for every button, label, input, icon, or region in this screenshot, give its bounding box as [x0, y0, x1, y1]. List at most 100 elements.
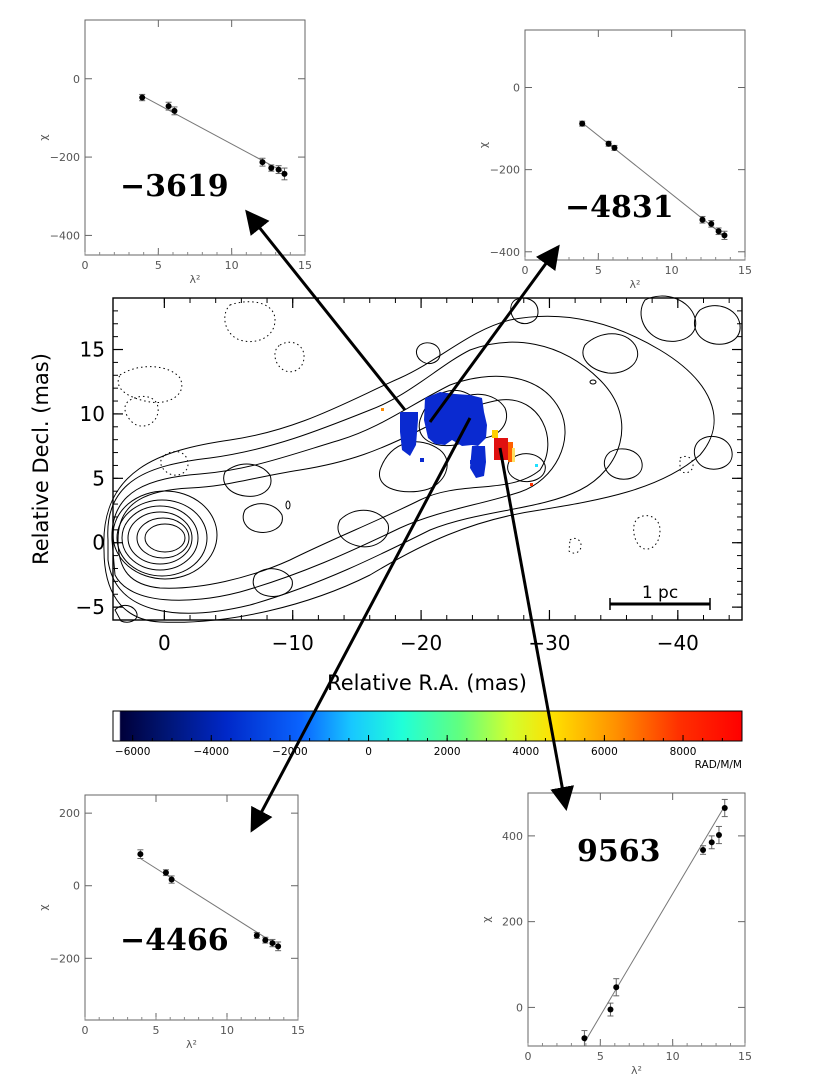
x-tick-label: 5 — [153, 1024, 160, 1037]
colorbar-ticks: −6000 −4000 −2000 0 2000 4000 6000 8000 — [115, 735, 723, 758]
x-tick-label: 10 — [225, 259, 239, 272]
data-point — [699, 216, 706, 223]
data-point — [700, 847, 707, 854]
panel-ylabel: χ — [477, 141, 490, 148]
y-tick-label: −200 — [50, 952, 80, 965]
colorbar-tick-label: −2000 — [272, 746, 308, 758]
data-point — [721, 232, 728, 239]
main-y-tick-label: 15 — [80, 338, 105, 362]
y-tick-label: −200 — [490, 164, 520, 177]
panel-xlabel: λ² — [190, 273, 201, 286]
x-tick-label: 0 — [82, 259, 89, 272]
colorbar-tick-label: 2000 — [434, 746, 461, 758]
x-tick-label: 5 — [595, 264, 602, 277]
main-map-xlabel: Relative R.A. (mas) — [327, 671, 527, 695]
colorbar-gradient — [112, 710, 743, 742]
arrow-to-top-left — [245, 209, 407, 411]
x-tick-label: 0 — [522, 264, 529, 277]
y-tick-label: 0 — [513, 82, 520, 95]
y-tick-label: −400 — [490, 246, 520, 259]
x-tick-label: 0 — [525, 1050, 532, 1063]
panel-frame — [84, 19, 306, 256]
panel-xlabel: λ² — [631, 1064, 642, 1075]
main-x-tick-label: −10 — [272, 631, 314, 655]
colorbar-tick-label: 8000 — [670, 746, 697, 758]
panel-frame — [527, 792, 746, 1047]
x-tick-label: 15 — [298, 259, 312, 272]
panel-xlabel: λ² — [630, 278, 641, 291]
x-tick-label: 10 — [666, 1050, 680, 1063]
y-tick-label: 0 — [73, 73, 80, 86]
data-point — [708, 839, 715, 846]
panel-rm-top-right: 0 5 10 15 0 −200 −400 λ² χ — [477, 29, 752, 291]
contour-negative — [117, 301, 694, 554]
panel-frame — [84, 794, 299, 1021]
main-y-tick-label: 5 — [92, 466, 105, 490]
data-point — [165, 103, 172, 110]
x-tick-label: 15 — [738, 264, 752, 277]
data-point — [607, 1006, 614, 1013]
y-tick-label: −400 — [50, 229, 80, 242]
panel-rm-bottom-left: 0 5 10 15 200 0 −200 λ² χ — [37, 794, 305, 1051]
main-x-tick-label: −40 — [657, 631, 699, 655]
rm-label-top-left: −3619 — [120, 169, 229, 204]
main-x-tick-label: 0 — [158, 631, 171, 655]
data-point — [137, 851, 144, 858]
scale-bar-label: 1 pc — [642, 583, 678, 603]
panel-xlabel: λ² — [186, 1038, 197, 1051]
colorbar-tick-label: 0 — [365, 746, 372, 758]
main-map-frame — [112, 297, 743, 621]
colorbar-unit-label: RAD/M/M — [695, 759, 742, 771]
main-map-ylabel: Relative Decl. (mas) — [29, 353, 53, 565]
panel-rm-bottom-right: 0 5 10 15 0 200 400 λ² χ — [480, 792, 752, 1075]
data-point — [613, 984, 620, 991]
x-tick-label: 5 — [155, 259, 162, 272]
y-tick-label: 0 — [516, 1001, 523, 1014]
x-tick-label: 15 — [738, 1050, 752, 1063]
rm-label-bottom-left: −4466 — [120, 923, 229, 958]
y-tick-label: 200 — [59, 807, 80, 820]
x-tick-label: 15 — [291, 1024, 305, 1037]
scale-bar: 1 pc — [609, 583, 711, 610]
panel-rm-top-left: 0 5 10 15 0 −200 −400 λ² χ — [37, 19, 312, 286]
data-point — [579, 120, 586, 127]
data-point — [162, 869, 169, 876]
data-point — [281, 170, 288, 177]
rm-label-bottom-right: 9563 — [577, 834, 661, 869]
arrow-to-bottom-right — [498, 447, 575, 811]
arrows — [245, 209, 575, 833]
data-point — [259, 159, 266, 166]
main-y-tick-label: −5 — [76, 595, 105, 619]
y-tick-label: 0 — [73, 880, 80, 893]
colorbar-tick-label: −6000 — [115, 746, 151, 758]
arrow-to-top-right — [428, 244, 560, 423]
x-tick-label: 5 — [597, 1050, 604, 1063]
data-point — [275, 943, 282, 950]
y-tick-label: 400 — [502, 830, 523, 843]
y-tick-label: 200 — [502, 916, 523, 929]
data-point — [715, 832, 722, 839]
arrow-to-bottom-left — [250, 417, 472, 833]
fit-line — [141, 95, 285, 173]
data-point — [708, 220, 715, 227]
y-tick-label: −200 — [50, 151, 80, 164]
data-point — [275, 166, 282, 173]
panel-frame — [524, 29, 746, 261]
colorbar-tick-label: 6000 — [591, 746, 618, 758]
x-tick-label: 10 — [220, 1024, 234, 1037]
data-point — [171, 107, 178, 114]
data-point — [253, 932, 260, 939]
x-tick-label: 10 — [665, 264, 679, 277]
data-point — [611, 144, 618, 151]
data-point — [268, 165, 275, 172]
panel-ylabel: χ — [37, 904, 50, 911]
main-x-tick-label: −20 — [400, 631, 442, 655]
data-point — [715, 228, 722, 235]
data-point — [139, 94, 146, 101]
x-tick-label: 0 — [82, 1024, 89, 1037]
panel-ylabel: χ — [480, 916, 493, 923]
data-point — [605, 140, 612, 147]
data-point — [262, 937, 269, 944]
